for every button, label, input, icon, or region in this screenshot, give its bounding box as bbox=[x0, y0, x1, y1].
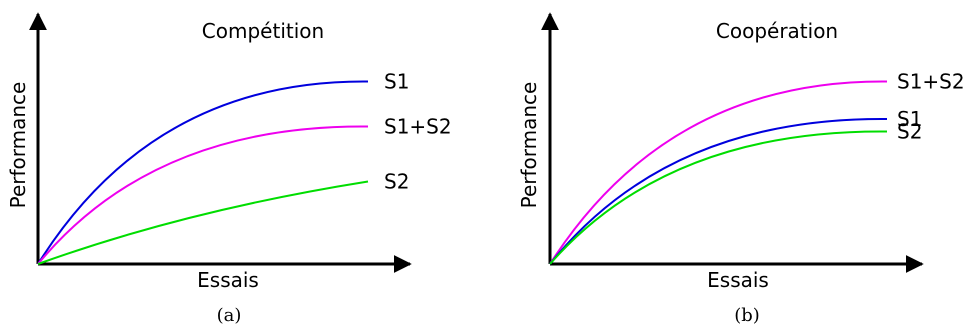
panel-b-ylabel: Performance bbox=[517, 82, 541, 209]
panel-a-series-s1-plus-s2-label: S1+S2 bbox=[384, 115, 452, 139]
panel-a-caption: (a) bbox=[217, 305, 242, 326]
panel-b-series-s1-label: S1 bbox=[897, 107, 922, 131]
panel-a-series-s1-plus-s2-line bbox=[37, 125, 369, 265]
panel-b-series-s1-plus-s2-line bbox=[549, 80, 888, 265]
panel-a-ylabel: Performance bbox=[6, 82, 30, 209]
panel-a-xlabel: Essais bbox=[197, 268, 259, 292]
panel-a: Compétition Performance Essais (a) S1 S1+… bbox=[6, 12, 452, 326]
panel-b: Coopération Performance Essais (b) S1+S2… bbox=[517, 12, 965, 326]
panel-a-labels: S1 S1+S2 S2 bbox=[384, 70, 452, 194]
panel-a-series-s2-label: S2 bbox=[384, 170, 409, 194]
panel-b-series-s2-label: S2 bbox=[897, 120, 922, 144]
panel-b-series-s1-line bbox=[549, 117, 888, 265]
panel-a-series-s1-label: S1 bbox=[384, 70, 409, 94]
panel-a-title: Compétition bbox=[202, 19, 324, 43]
panel-b-series-s2-line bbox=[549, 130, 888, 265]
panel-a-series-s2-line bbox=[37, 180, 369, 265]
panel-b-xlabel: Essais bbox=[707, 268, 769, 292]
panel-b-curves bbox=[549, 80, 888, 265]
panel-a-curves bbox=[37, 80, 369, 265]
panel-a-series-s1-line bbox=[37, 80, 369, 265]
panel-b-caption: (b) bbox=[734, 305, 760, 326]
panel-b-title: Coopération bbox=[716, 19, 838, 43]
panel-b-series-s1-plus-s2-label: S1+S2 bbox=[897, 70, 965, 94]
